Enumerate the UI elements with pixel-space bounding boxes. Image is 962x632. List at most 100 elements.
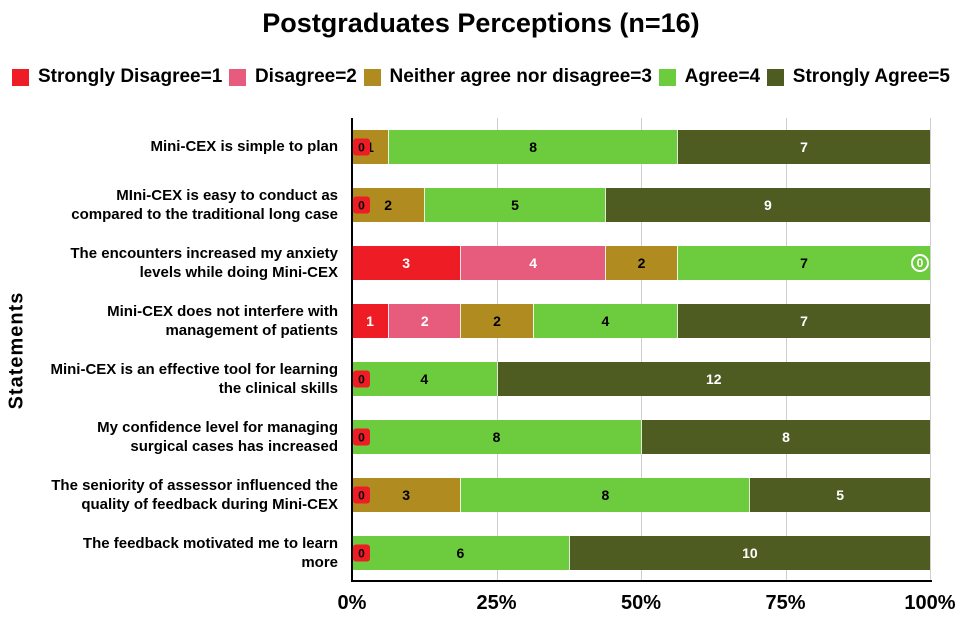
segment-value-label: 2	[384, 197, 393, 213]
bar-row: Mini-CEX is an effective tool for learni…	[0, 350, 962, 408]
segment-value-label: 8	[492, 429, 501, 445]
legend-swatch-icon	[363, 68, 381, 86]
bar-segment: 7	[677, 130, 930, 164]
x-tick-label: 0%	[337, 592, 367, 614]
bar-segment: 9	[604, 188, 930, 222]
y-axis-line	[351, 118, 353, 582]
legend-label: Disagree=2	[254, 66, 357, 87]
stacked-bar: 0 8 8	[352, 420, 930, 454]
bar-segment: 5	[424, 188, 605, 222]
x-tick-label: 75%	[765, 592, 806, 614]
plot-area: Mini-CEX is simple to plan 0 1 8 7 MIni-CEX i…	[0, 118, 962, 582]
segment-value-label: 3	[402, 255, 411, 271]
bar-segment: 4	[352, 362, 497, 396]
segment-value-label: 6	[456, 545, 465, 561]
zero-value-label: 0	[353, 486, 370, 504]
bar-segment: 7	[677, 246, 930, 280]
x-tick-label: 50%	[620, 592, 662, 614]
segment-value-label: 1	[366, 313, 374, 329]
gridline	[496, 118, 498, 582]
legend-item: Agree=4	[658, 66, 761, 88]
bar-row: The encounters increased my anxiety leve…	[0, 234, 962, 292]
segment-value-label: 7	[800, 255, 808, 271]
segment-value-label: 7	[800, 313, 808, 329]
bar-segment: 8	[460, 478, 750, 512]
segment-value-label: 10	[742, 545, 758, 561]
segment-value-label: 2	[493, 313, 501, 329]
segment-value-label: 4	[601, 313, 610, 329]
legend-swatch-icon	[228, 68, 246, 86]
segment-value-label: 9	[764, 197, 772, 213]
category-label: The encounters increased my anxiety leve…	[70, 244, 338, 282]
gridline	[930, 118, 931, 582]
segment-value-label: 8	[529, 139, 538, 155]
zero-value-label: 0	[353, 138, 370, 156]
bar-segment: 2	[604, 246, 678, 280]
bar-segment: 8	[641, 420, 930, 454]
segment-value-label: 2	[637, 255, 646, 271]
bar-row: My confidence level for managing surgica…	[0, 408, 962, 466]
category-label: Mini-CEX does not interfere with managem…	[107, 302, 338, 340]
segment-value-label: 4	[420, 371, 429, 387]
segment-value-label: 7	[800, 139, 808, 155]
x-axis-ticks: 0% 25% 50% 75% 100%	[338, 592, 956, 618]
category-label: The seniority of assessor influenced the…	[51, 476, 338, 514]
legend-label: Strongly Disagree=1	[38, 66, 223, 87]
grid-overlay	[352, 118, 931, 582]
segment-value-label: 8	[601, 487, 610, 503]
bar-segment: 10	[568, 536, 930, 570]
category-label: Mini-CEX is an effective tool for learni…	[50, 360, 338, 398]
stacked-bar: 0 4 12	[352, 362, 930, 396]
segment-value-label: 2	[420, 313, 429, 329]
legend-item: Strongly Disagree=1	[12, 66, 222, 88]
category-label: The feedback motivated me to learn more	[82, 534, 338, 572]
bar-segment: 6	[352, 536, 569, 570]
x-tick-label: 100%	[904, 592, 956, 614]
zero-value-label: 0	[911, 254, 929, 272]
bar-row: MIni-CEX is easy to conduct as compared …	[0, 176, 962, 234]
segment-value-label: 1	[366, 139, 374, 155]
legend-swatch-icon	[658, 68, 676, 86]
legend-swatch-icon	[766, 68, 784, 86]
legend-label: Neither agree nor disagree=3	[389, 66, 652, 87]
segment-value-label: 5	[511, 197, 519, 213]
legend-item: Neither agree nor disagree=3	[363, 66, 652, 88]
legend-swatch-icon	[12, 68, 29, 86]
bar-segment: 3	[352, 246, 461, 280]
bar-segment: 4	[460, 246, 605, 280]
legend-item: Disagree=2	[228, 66, 357, 88]
bar-segment: 4	[532, 304, 678, 338]
stacked-bar: 3 4 2 7 0	[352, 246, 930, 280]
bar-segment: 8	[352, 420, 641, 454]
segment-value-label: 3	[402, 487, 411, 503]
category-label: MIni-CEX is easy to conduct as compared …	[71, 186, 338, 224]
legend-item: Strongly Agree=5	[766, 66, 950, 88]
bar-segment: 7	[677, 304, 930, 338]
bar-segment: 8	[388, 130, 678, 164]
legend-label: Strongly Agree=5	[792, 66, 950, 87]
legend: Strongly Disagree=1 Disagree=2 Neither agr…	[12, 64, 950, 90]
zero-value-label: 0	[353, 370, 370, 388]
zero-value-label: 0	[353, 428, 370, 446]
segment-value-label: 4	[529, 255, 538, 271]
zero-value-label: 0	[353, 196, 370, 214]
bar-row: The seniority of assessor influenced the…	[0, 466, 962, 524]
segment-value-label: 12	[705, 371, 722, 387]
stacked-bar: 1 2 2 4 7	[352, 304, 930, 338]
stacked-bar: 0 3 8 5	[352, 478, 930, 512]
bar-row: Mini-CEX is simple to plan 0 1 8 7	[0, 118, 962, 176]
stacked-bar: 0 6 10	[352, 536, 930, 570]
category-label: Mini-CEX is simple to plan	[150, 138, 338, 156]
x-axis-line	[351, 580, 932, 582]
x-tick-label: 25%	[476, 592, 517, 614]
bar-segment: 3	[352, 478, 461, 512]
gridline	[641, 118, 642, 582]
chart-title: Postgraduates Perceptions (n=16)	[262, 8, 700, 38]
bar-segment: 2	[460, 304, 533, 338]
legend-label: Agree=4	[684, 66, 761, 87]
bar-segment: 5	[749, 478, 930, 512]
category-label: My confidence level for managing surgica…	[97, 418, 338, 456]
